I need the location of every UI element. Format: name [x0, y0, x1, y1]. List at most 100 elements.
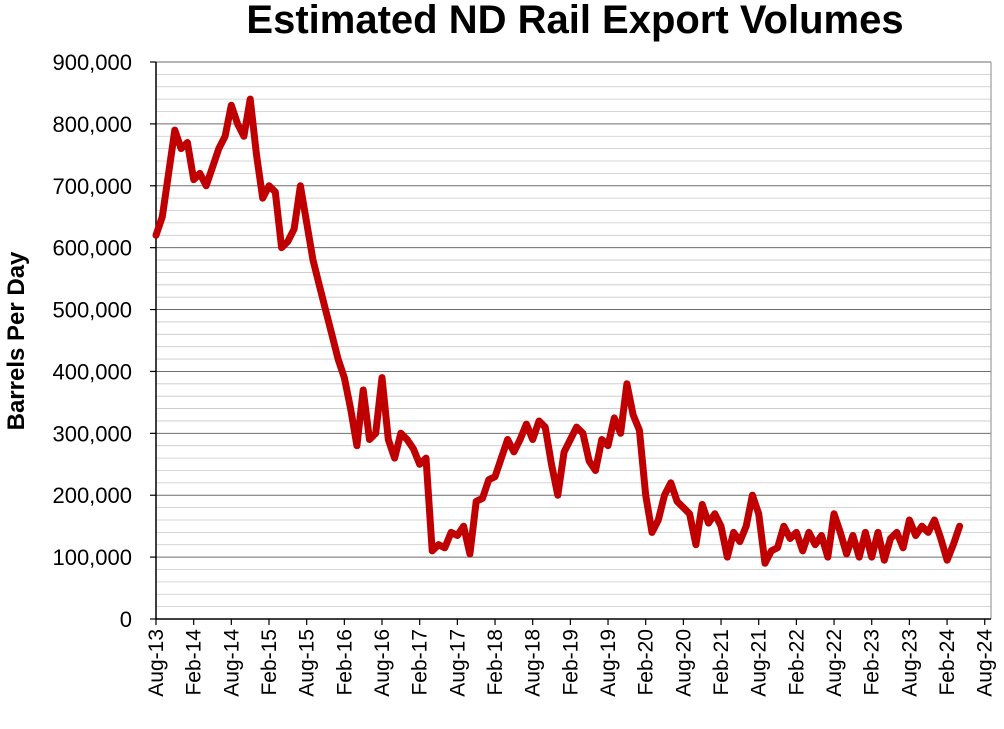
data-point — [794, 530, 798, 534]
data-point — [173, 128, 177, 132]
data-point — [951, 543, 955, 547]
data-point — [217, 147, 221, 151]
series-group — [152, 95, 964, 567]
data-point — [223, 134, 227, 138]
data-point — [663, 493, 666, 497]
data-point — [537, 419, 541, 423]
data-point — [707, 521, 710, 525]
data-point — [769, 549, 773, 553]
data-point — [568, 438, 572, 441]
data-point — [870, 555, 874, 559]
data-point — [462, 524, 466, 528]
data-point — [688, 512, 692, 516]
data-point — [807, 530, 811, 534]
data-point — [355, 444, 359, 448]
data-point — [700, 503, 704, 506]
data-point — [575, 425, 579, 429]
data-point — [273, 190, 277, 194]
x-tick-label: Feb-21 — [710, 629, 733, 696]
data-point — [204, 184, 208, 188]
data-point — [474, 499, 478, 503]
data-point — [280, 246, 284, 250]
data-point — [600, 438, 604, 441]
data-point — [342, 376, 346, 380]
data-point — [248, 97, 252, 101]
data-point — [368, 438, 371, 441]
x-tick-label: Feb-14 — [183, 629, 206, 696]
data-point — [185, 141, 189, 144]
data-point — [506, 438, 510, 441]
data-point — [650, 530, 654, 534]
data-point — [945, 558, 949, 562]
data-point — [393, 456, 397, 460]
data-point — [594, 469, 597, 472]
data-point — [242, 134, 246, 138]
data-point — [832, 512, 836, 516]
axes — [150, 61, 991, 625]
data-point — [933, 518, 936, 522]
data-point — [405, 438, 409, 441]
data-point — [562, 450, 566, 454]
data-point — [292, 227, 296, 231]
data-point — [857, 555, 861, 559]
x-tick-label: Aug-23 — [898, 629, 921, 697]
data-point — [757, 512, 761, 516]
x-tick-label: Aug-21 — [748, 629, 771, 697]
data-point — [499, 456, 503, 460]
data-point — [236, 122, 240, 126]
data-point — [518, 438, 522, 441]
y-tick-label: 300,000 — [52, 421, 132, 446]
data-point — [876, 530, 880, 534]
data-point — [324, 308, 327, 312]
data-point — [895, 530, 899, 534]
data-point — [619, 431, 623, 435]
data-point — [681, 506, 685, 510]
data-point — [763, 561, 767, 565]
data-point — [317, 283, 321, 287]
data-point — [305, 221, 309, 225]
y-tick-label: 800,000 — [52, 112, 132, 137]
y-tick-label: 400,000 — [52, 359, 132, 384]
data-point — [493, 475, 497, 479]
data-point — [675, 499, 679, 503]
data-point — [669, 481, 673, 485]
x-tick-label: Aug-15 — [296, 629, 319, 697]
data-point — [914, 534, 918, 537]
x-tick-label: Aug-18 — [522, 629, 545, 697]
data-point — [418, 462, 422, 466]
x-tick-label: Feb-17 — [409, 629, 432, 696]
data-point — [719, 524, 723, 528]
data-point — [725, 555, 729, 559]
x-tick-label: Aug-19 — [597, 629, 620, 697]
data-point — [374, 431, 378, 435]
gridlines — [156, 61, 992, 619]
y-tick-label: 900,000 — [52, 50, 132, 75]
data-point — [487, 478, 491, 482]
data-point — [524, 422, 528, 426]
data-point — [481, 496, 484, 500]
x-tick-label: Feb-18 — [484, 629, 507, 696]
data-point — [813, 543, 817, 547]
y-tick-label: 0 — [120, 607, 132, 632]
y-tick-label: 700,000 — [52, 174, 132, 199]
data-point — [939, 537, 943, 540]
data-point — [750, 493, 754, 497]
data-point — [889, 537, 892, 540]
data-point — [154, 233, 158, 237]
x-tick-label: Feb-16 — [333, 629, 356, 696]
data-point — [543, 425, 547, 429]
y-tick-labels: 0 100,000 200,000 300,000 400,000 500,000 600,… — [52, 50, 132, 632]
data-point — [424, 456, 428, 460]
data-point — [713, 512, 717, 516]
data-point — [694, 543, 698, 547]
data-point — [926, 530, 930, 534]
data-point — [738, 540, 742, 544]
x-tick-label: Aug-24 — [974, 629, 997, 697]
data-point — [261, 196, 265, 200]
x-tick-label: Aug-14 — [220, 629, 243, 697]
data-point — [788, 537, 792, 540]
data-point — [298, 184, 302, 188]
data-point — [255, 153, 258, 157]
data-point — [838, 530, 842, 534]
data-point — [443, 546, 447, 550]
